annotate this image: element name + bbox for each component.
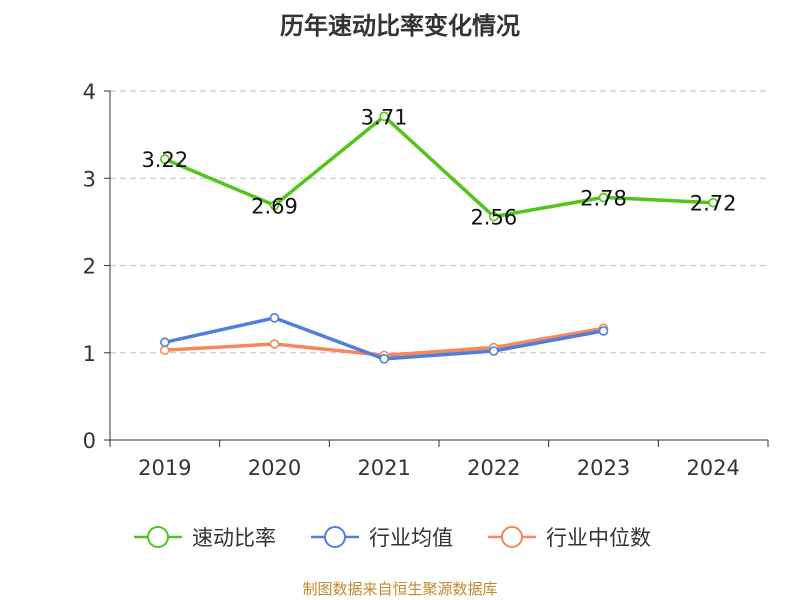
data-point-0-2020[interactable] — [269, 200, 280, 211]
data-label-2022: 2.56 — [470, 206, 517, 230]
data-label-2019: 3.22 — [141, 148, 188, 172]
x-tick-label-2021: 2021 — [357, 456, 410, 480]
legend-marker-2[interactable] — [501, 526, 523, 548]
legend-label-2[interactable]: 行业中位数 — [546, 526, 651, 550]
chart-title: 历年速动比率变化情况 — [280, 12, 520, 40]
data-point-1-2019[interactable] — [160, 337, 170, 348]
y-tick-label-3: 3 — [83, 167, 96, 191]
y-tick-label-0: 0 — [83, 429, 96, 453]
data-point-1-2020[interactable] — [269, 313, 280, 323]
data-point-0-2023[interactable] — [598, 192, 609, 203]
data-label-2021: 3.71 — [361, 105, 408, 129]
source-note: 制图数据来自恒生聚源数据库 — [302, 580, 498, 598]
data-label-2024: 2.72 — [690, 192, 737, 216]
data-point-1-2022[interactable] — [489, 346, 499, 356]
x-tick-label-2024: 2024 — [686, 456, 739, 480]
x-tick-label-2020: 2020 — [248, 456, 301, 480]
legend-label-1[interactable]: 行业均值 — [369, 526, 453, 550]
data-point-2-2020[interactable] — [269, 339, 280, 349]
series-line-0 — [163, 114, 715, 219]
data-point-2-2019[interactable] — [160, 345, 170, 355]
data-point-0-2024[interactable] — [708, 197, 718, 208]
data-point-0-2022[interactable] — [489, 211, 499, 222]
x-tick-label-2022: 2022 — [467, 456, 520, 480]
legend-marker-0[interactable] — [147, 526, 169, 548]
data-point-1-2021[interactable] — [379, 354, 389, 364]
data-point-0-2021[interactable] — [379, 111, 389, 122]
data-label-2023: 2.78 — [580, 186, 627, 210]
x-tick-label-2023: 2023 — [577, 456, 630, 480]
legend-label-0[interactable]: 速动比率 — [192, 526, 276, 550]
y-tick-label-1: 1 — [83, 342, 96, 366]
data-point-0-2019[interactable] — [160, 154, 170, 164]
data-point-1-2023[interactable] — [598, 326, 609, 336]
data-label-2020: 2.69 — [251, 194, 298, 218]
y-tick-label-2: 2 — [83, 255, 96, 279]
x-tick-label-2019: 2019 — [138, 456, 191, 480]
legend-marker-1[interactable] — [324, 526, 346, 548]
y-tick-label-4: 4 — [83, 80, 96, 104]
